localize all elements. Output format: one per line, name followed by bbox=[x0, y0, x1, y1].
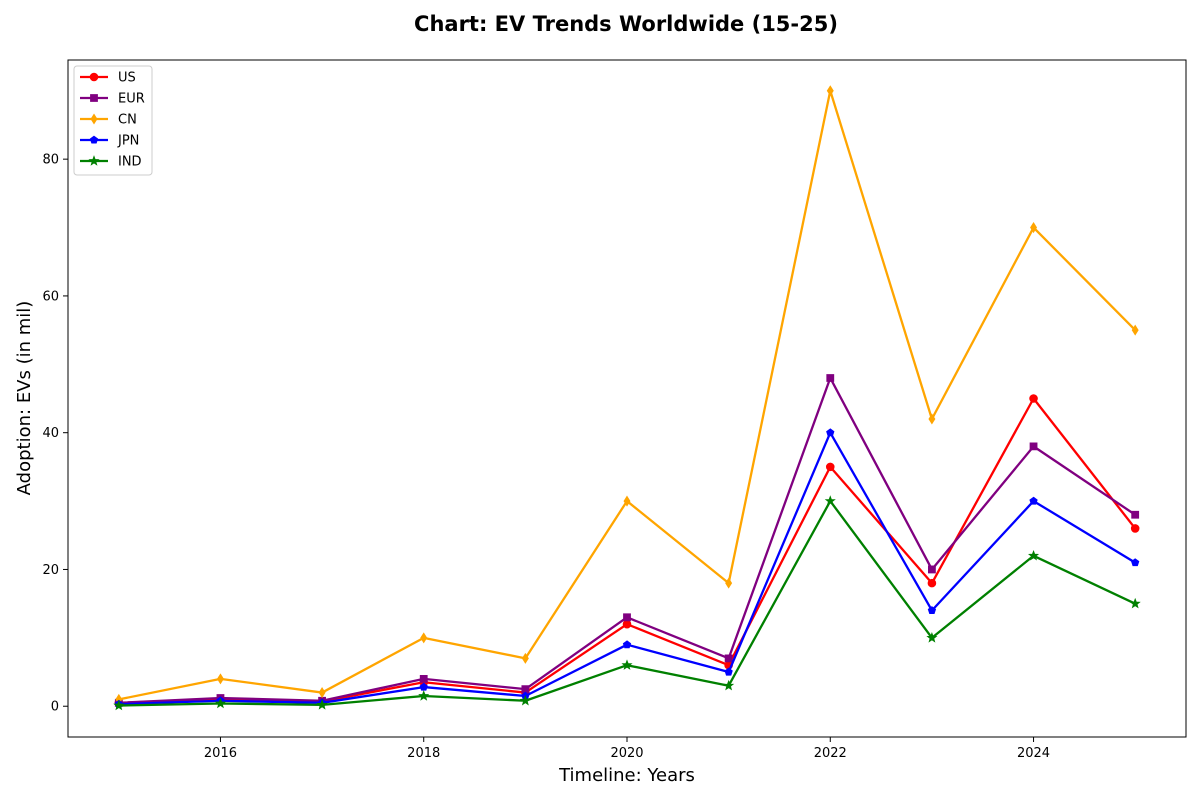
data-point-us bbox=[927, 578, 937, 588]
data-point-cn bbox=[928, 413, 936, 425]
data-point-eur bbox=[1131, 510, 1140, 519]
data-point-jpn bbox=[622, 640, 632, 649]
legend-box bbox=[73, 65, 153, 176]
data-point-us bbox=[622, 619, 632, 629]
legend-marker bbox=[89, 135, 99, 144]
y-tick-label: 40 bbox=[42, 426, 59, 441]
data-point-ind bbox=[621, 659, 633, 670]
x-tick-label: 2016 bbox=[204, 746, 237, 761]
data-point-eur bbox=[419, 674, 428, 683]
y-tick-label: 20 bbox=[42, 563, 59, 578]
data-point-ind bbox=[1129, 597, 1141, 609]
legend-item-ind: IND bbox=[80, 155, 142, 170]
series-ind bbox=[113, 495, 1141, 711]
data-point-eur bbox=[724, 654, 733, 663]
legend-item-jpn: JPN bbox=[80, 134, 139, 149]
y-tick-label: 60 bbox=[42, 289, 59, 304]
data-point-us bbox=[1029, 394, 1038, 403]
legend-item-cn: CN bbox=[80, 113, 137, 128]
data-point-jpn bbox=[1131, 558, 1140, 567]
legend-item-eur: EUR bbox=[80, 92, 145, 107]
data-point-us bbox=[825, 462, 835, 472]
x-tick-label: 2020 bbox=[610, 746, 643, 761]
data-point-cn bbox=[1131, 324, 1139, 336]
legend-marker bbox=[90, 94, 98, 102]
data-point-us bbox=[1130, 524, 1140, 533]
legend-marker bbox=[90, 113, 98, 125]
data-point-cn bbox=[1030, 222, 1038, 234]
data-point-eur bbox=[623, 613, 631, 622]
legend-label: CN bbox=[118, 113, 137, 128]
data-point-eur bbox=[521, 685, 530, 694]
data-point-eur bbox=[826, 374, 835, 382]
x-axis-label: Timeline: Years bbox=[558, 765, 695, 786]
data-point-cn bbox=[216, 673, 224, 685]
data-point-jpn bbox=[1029, 496, 1038, 505]
legend-label: JPN bbox=[117, 134, 139, 149]
data-point-cn bbox=[420, 632, 428, 644]
data-point-cn bbox=[826, 85, 834, 97]
series-cn bbox=[115, 85, 1139, 705]
y-tick-label: 80 bbox=[42, 153, 59, 168]
data-point-jpn bbox=[927, 606, 937, 615]
data-point-ind bbox=[113, 699, 125, 711]
series-layer bbox=[113, 85, 1141, 711]
legend-item-us: US bbox=[80, 71, 136, 86]
data-point-eur bbox=[1029, 442, 1038, 451]
x-tick-label: 2018 bbox=[407, 746, 440, 761]
data-point-ind bbox=[1028, 549, 1040, 561]
series-jpn bbox=[114, 428, 1140, 708]
data-point-ind bbox=[316, 699, 328, 710]
data-point-jpn bbox=[419, 682, 428, 691]
data-point-ind bbox=[519, 694, 531, 706]
data-point-jpn bbox=[826, 428, 835, 437]
data-point-cn bbox=[521, 652, 529, 664]
y-axis: 0 20 40 60 80 bbox=[42, 153, 68, 715]
y-axis-label: Adoption: EVs (in mil) bbox=[14, 301, 35, 496]
data-point-jpn bbox=[724, 667, 733, 676]
data-point-cn bbox=[623, 495, 631, 507]
data-point-ind bbox=[214, 697, 226, 709]
data-point-ind bbox=[824, 495, 836, 506]
data-point-eur bbox=[928, 565, 936, 574]
x-tick-label: 2022 bbox=[814, 746, 847, 761]
data-point-ind bbox=[926, 632, 938, 643]
legend-label: US bbox=[118, 71, 136, 86]
y-tick-label: 0 bbox=[51, 700, 59, 715]
data-point-ind bbox=[418, 690, 430, 701]
legend-label: EUR bbox=[118, 92, 145, 107]
data-point-cn bbox=[725, 577, 733, 589]
data-point-ind bbox=[723, 679, 735, 691]
chart-title: Chart: EV Trends Worldwide (15-25) bbox=[414, 12, 838, 36]
x-tick-label: 2024 bbox=[1017, 746, 1050, 761]
legend-marker bbox=[89, 72, 99, 82]
data-point-cn bbox=[318, 687, 326, 699]
legend-label: IND bbox=[118, 155, 142, 170]
legend-marker bbox=[88, 155, 100, 166]
legend: US EUR CN JPN IND bbox=[73, 65, 153, 176]
x-axis: 2016 2018 2020 2022 2024 bbox=[204, 737, 1050, 761]
